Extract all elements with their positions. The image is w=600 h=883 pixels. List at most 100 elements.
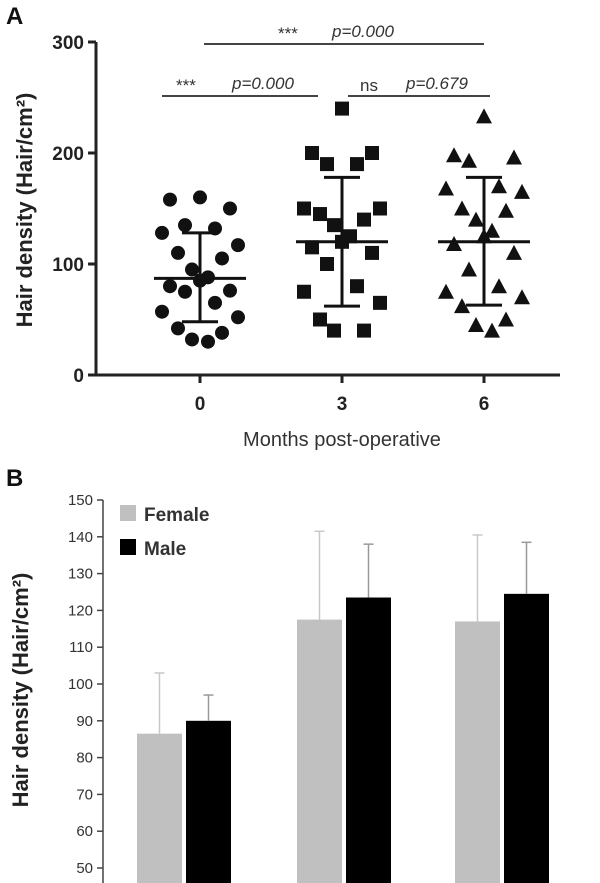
- p-value-label: p=0.679: [405, 74, 468, 93]
- panel-a-x-tick-label: 6: [479, 394, 490, 415]
- legend-label: Male: [144, 539, 186, 560]
- panel-b-y-tick-label: 140: [68, 529, 93, 546]
- data-point-triangle: [498, 202, 514, 218]
- data-point-square: [350, 157, 364, 172]
- panel-a-y-tick-label: 200: [52, 144, 84, 165]
- panel-b-y-tick-label: 100: [68, 676, 93, 693]
- data-point-circle: [163, 192, 177, 207]
- bar-female: [137, 733, 182, 883]
- data-point-square: [320, 157, 334, 172]
- panel-b-y-tick-label: 150: [68, 492, 93, 509]
- data-point-triangle: [468, 317, 484, 333]
- data-point-square: [365, 146, 379, 160]
- data-point-circle: [155, 225, 169, 240]
- data-point-triangle: [461, 152, 477, 168]
- data-point-triangle: [468, 211, 484, 227]
- data-point-square: [327, 323, 341, 338]
- data-point-square: [357, 212, 371, 227]
- data-point-triangle: [438, 283, 454, 299]
- legend-label: Female: [144, 505, 209, 526]
- data-point-triangle: [446, 147, 462, 163]
- data-point-circle: [215, 251, 229, 266]
- panel-a-x-tick-label: 0: [195, 394, 206, 415]
- data-point-circle: [231, 310, 245, 325]
- data-point-square: [305, 146, 319, 160]
- panel-a: A Hair density (Hair/cm²) Months post-op…: [6, 3, 560, 451]
- data-point-triangle: [514, 183, 530, 199]
- panel-a-y-tick-label: 300: [52, 33, 84, 54]
- significance-stars: ***: [176, 76, 196, 95]
- data-point-square: [320, 257, 334, 271]
- p-value-label: p=0.000: [231, 74, 294, 93]
- panel-b-y-axis-title: Hair density (Hair/cm²): [8, 573, 33, 808]
- data-point-triangle: [454, 298, 470, 314]
- data-point-square: [305, 240, 319, 255]
- panel-b-letter: B: [6, 465, 23, 492]
- data-point-triangle: [506, 149, 522, 165]
- data-point-triangle: [484, 322, 500, 338]
- panel-b: B Hair density (Hair/cm²) 50 60 70 80 90 100 1…: [6, 465, 549, 883]
- data-point-triangle: [506, 244, 522, 260]
- panel-a-letter: A: [6, 3, 23, 30]
- data-point-square: [373, 295, 387, 310]
- data-point-circle: [201, 334, 215, 349]
- data-point-circle: [208, 295, 222, 310]
- data-point-circle: [185, 332, 199, 347]
- panel-b-y-tick-label: 110: [69, 639, 93, 656]
- panel-a-y-tick-label: 0: [73, 366, 84, 387]
- data-point-circle: [163, 279, 177, 294]
- panel-b-y-tick-label: 130: [68, 566, 93, 583]
- data-point-circle: [178, 218, 192, 233]
- bar-female: [455, 621, 500, 883]
- data-point-square: [373, 201, 387, 216]
- bar-female: [297, 619, 342, 883]
- data-point-triangle: [461, 261, 477, 277]
- data-point-circle: [223, 201, 237, 216]
- panel-a-y-axis-title: Hair density (Hair/cm²): [12, 93, 37, 328]
- data-point-triangle: [476, 108, 492, 124]
- bar-male: [346, 597, 391, 883]
- panel-b-y-tick-label: 60: [76, 823, 93, 840]
- data-point-triangle: [484, 222, 500, 238]
- data-point-circle: [231, 238, 245, 253]
- p-value-label: p=0.000: [331, 22, 394, 41]
- data-point-circle: [171, 321, 185, 336]
- significance-stars: ns: [360, 76, 378, 95]
- data-point-circle: [215, 325, 229, 340]
- data-point-circle: [193, 190, 207, 205]
- data-point-triangle: [498, 311, 514, 327]
- legend-swatch: [120, 539, 136, 555]
- data-point-square: [297, 201, 311, 216]
- panel-b-y-tick-label: 80: [76, 750, 93, 767]
- panel-b-y-tick-label: 50: [76, 860, 93, 877]
- data-point-triangle: [454, 200, 470, 216]
- data-point-square: [297, 284, 311, 299]
- data-point-circle: [185, 262, 199, 277]
- data-point-triangle: [438, 180, 454, 196]
- panel-b-y-tick-label: 90: [76, 713, 93, 730]
- data-point-square: [350, 279, 364, 294]
- data-point-square: [365, 245, 379, 260]
- data-point-square: [327, 218, 341, 233]
- data-point-square: [335, 101, 349, 116]
- data-point-circle: [223, 283, 237, 298]
- data-point-triangle: [491, 278, 507, 294]
- significance-stars: ***: [278, 24, 298, 43]
- data-point-circle: [178, 284, 192, 299]
- data-point-square: [313, 312, 327, 327]
- data-point-triangle: [491, 178, 507, 194]
- data-point-triangle: [514, 289, 530, 305]
- data-point-triangle: [446, 236, 462, 252]
- data-point-circle: [171, 245, 185, 260]
- data-point-square: [357, 323, 371, 338]
- legend-swatch: [120, 505, 136, 521]
- bar-male: [504, 593, 549, 883]
- panel-b-y-tick-label: 70: [76, 786, 93, 803]
- panel-b-y-tick-label: 120: [68, 602, 93, 619]
- panel-a-x-axis-title: Months post-operative: [243, 429, 441, 451]
- data-point-circle: [155, 304, 169, 319]
- panel-a-y-tick-label: 100: [52, 255, 84, 276]
- data-point-square: [313, 207, 327, 222]
- panel-a-x-tick-label: 3: [337, 394, 348, 415]
